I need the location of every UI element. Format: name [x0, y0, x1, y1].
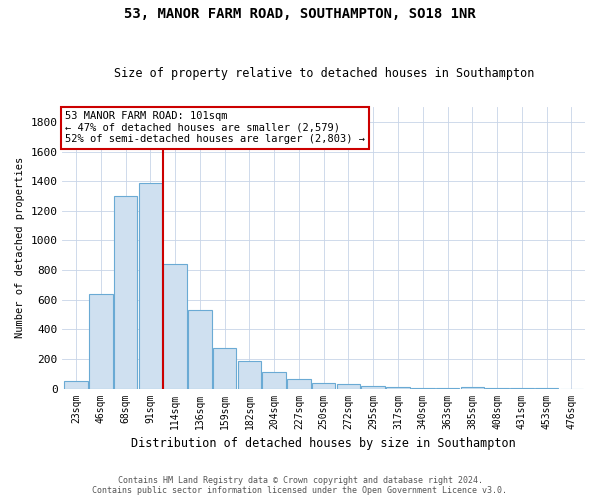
Bar	[361, 386, 385, 388]
Bar	[163, 264, 187, 388]
Bar	[64, 381, 88, 388]
Title: Size of property relative to detached houses in Southampton: Size of property relative to detached ho…	[113, 66, 534, 80]
Bar	[89, 294, 113, 388]
Bar	[262, 372, 286, 388]
Text: 53 MANOR FARM ROAD: 101sqm
← 47% of detached houses are smaller (2,579)
52% of s: 53 MANOR FARM ROAD: 101sqm ← 47% of deta…	[65, 112, 365, 144]
Bar	[139, 182, 162, 388]
Bar	[386, 387, 410, 388]
Text: Contains HM Land Registry data © Crown copyright and database right 2024.
Contai: Contains HM Land Registry data © Crown c…	[92, 476, 508, 495]
Y-axis label: Number of detached properties: Number of detached properties	[15, 157, 25, 338]
Text: 53, MANOR FARM ROAD, SOUTHAMPTON, SO18 1NR: 53, MANOR FARM ROAD, SOUTHAMPTON, SO18 1…	[124, 8, 476, 22]
Bar	[238, 361, 261, 388]
X-axis label: Distribution of detached houses by size in Southampton: Distribution of detached houses by size …	[131, 437, 516, 450]
Bar	[312, 384, 335, 388]
Bar	[461, 387, 484, 388]
Bar	[337, 384, 360, 388]
Bar	[188, 310, 212, 388]
Bar	[213, 348, 236, 389]
Bar	[287, 379, 311, 388]
Bar	[114, 196, 137, 388]
